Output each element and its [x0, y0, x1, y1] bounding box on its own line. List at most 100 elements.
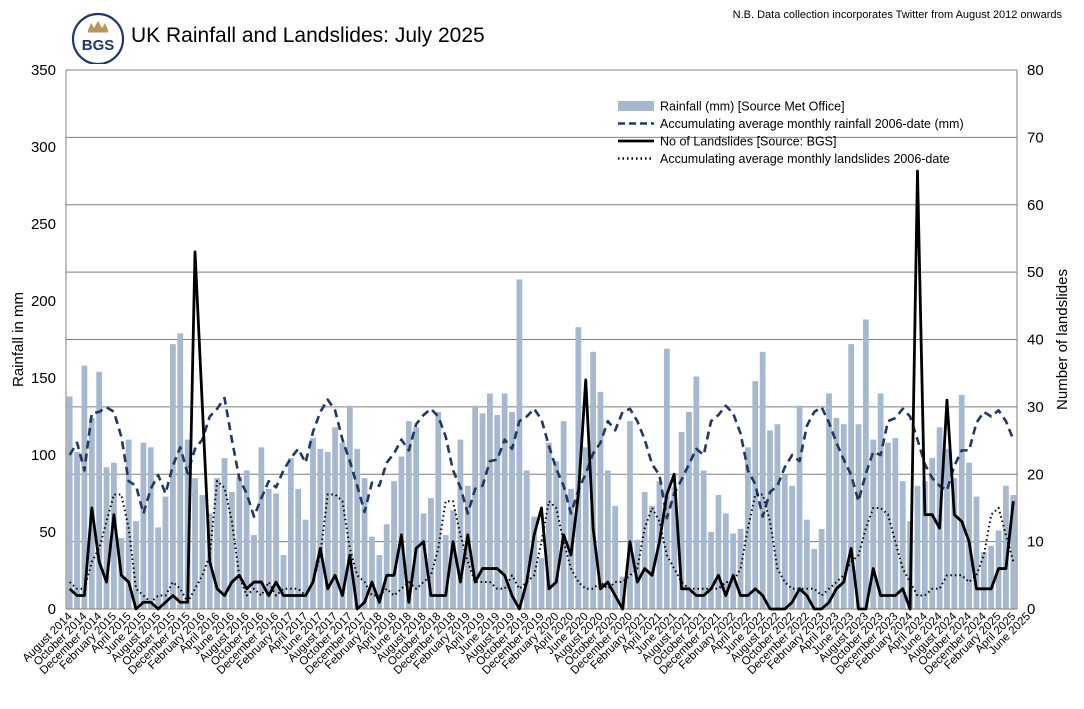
rainfall-bar [531, 516, 538, 609]
rainfall-bar [885, 442, 891, 609]
legend-label: Accumulating average monthly rainfall 20… [660, 117, 964, 131]
rainfall-bar [1003, 485, 1009, 609]
rainfall-bar [383, 524, 390, 609]
rainfall-bar [700, 470, 707, 609]
left-tick-label: 0 [48, 601, 56, 618]
rainfall-bar [789, 485, 796, 609]
rainfall-bar [892, 438, 899, 609]
rainfall-bar [147, 447, 154, 609]
rainfall-bar [354, 448, 361, 609]
rainfall-bar [619, 576, 626, 609]
rainfall-bar [162, 496, 169, 609]
data-note: N.B. Data collection incorporates Twitte… [732, 9, 1062, 21]
rainfall-bar [405, 421, 412, 609]
rainfall-bar [457, 439, 464, 609]
rainfall-bar [236, 476, 243, 609]
rainfall-bar [501, 393, 508, 609]
rainfall-bar [287, 458, 294, 609]
legend-label: No of Landslides [Source: BGS] [660, 135, 836, 149]
rainfall-bar [848, 344, 855, 609]
rainfall-bar [914, 485, 921, 609]
rainfall-bar [553, 461, 560, 609]
rainfall-bar [855, 424, 862, 609]
rainfall-bar [833, 418, 840, 609]
rainfall-bar [693, 376, 700, 609]
rainfall-bar [81, 365, 88, 609]
right-tick-label: 70 [1027, 129, 1044, 146]
rainfall-bar [243, 470, 250, 609]
bgs-logo: BGS [70, 12, 128, 66]
rainfall-bar [715, 495, 722, 609]
rainfall-bar [192, 478, 198, 609]
rainfall-bar [523, 470, 530, 609]
rainfall-bar [988, 545, 995, 609]
rainfall-bar [155, 527, 162, 609]
rainfall-bar [862, 319, 869, 609]
left-tick-label: 50 [39, 524, 56, 541]
rainfall-bar [649, 505, 655, 609]
left-tick-label: 100 [31, 447, 56, 464]
rainfall-bar [840, 424, 847, 609]
rainfall-bar [310, 438, 316, 609]
rainfall-bar [663, 348, 670, 609]
legend: Rainfall (mm) [Source Met Office] Accumul… [618, 100, 964, 166]
rainfall-bar [339, 442, 346, 609]
chart-title: UK Rainfall and Landslides: July 2025 [131, 24, 485, 47]
rainfall-bar [479, 413, 486, 609]
rainfall-bar [944, 448, 950, 609]
left-tick-label: 250 [31, 216, 56, 233]
rainfall-bar [251, 535, 257, 609]
rainfall-bar [258, 447, 265, 609]
rainfall-bar [730, 533, 737, 609]
rainfall-bar [184, 439, 191, 609]
rainfall-bar [929, 458, 936, 609]
rainfall-bar [966, 462, 972, 609]
rainfall-bar [420, 513, 427, 609]
rainfall-bar [877, 393, 884, 609]
rainfall-bar [612, 505, 619, 609]
rainfall-bar [752, 381, 759, 609]
rainfall-bar [722, 513, 729, 609]
rainfall-bar [958, 394, 965, 609]
rainfall-bar [737, 528, 744, 609]
rainfall-bar [324, 451, 331, 609]
left-tick-label: 200 [31, 293, 56, 310]
right-tick-label: 50 [1027, 264, 1044, 281]
rainfall-bar [597, 391, 604, 609]
y-axis-title: Rainfall in mm [10, 292, 27, 387]
rainfall-bar [781, 475, 788, 609]
landslides-line [68, 169, 1015, 611]
right-tick-label: 40 [1027, 332, 1044, 349]
rainfall-bar [545, 442, 552, 609]
rainfall-bar [295, 488, 302, 609]
rainfall-bar [973, 496, 980, 609]
rainfall-bar [509, 411, 515, 609]
rainfall-bar [804, 519, 810, 609]
rainfall-bar [398, 456, 405, 609]
rainfall-bar [228, 491, 235, 609]
rainfall-bar [273, 493, 279, 609]
rainfall-bar [74, 451, 80, 609]
rainfall-bar [133, 521, 139, 609]
left-tick-label: 350 [31, 62, 56, 79]
logo-text: BGS [82, 37, 115, 54]
rainfall-bar [103, 467, 110, 609]
rainfall-bar [671, 487, 678, 609]
rainfall-bar [428, 498, 434, 609]
rainfall-average-line [68, 396, 1015, 520]
rainfall-bar [435, 411, 442, 609]
rainfall-bar [450, 510, 456, 609]
rainfall-bar [376, 555, 383, 609]
rainfall-bar [332, 427, 338, 609]
rainfall-bar [177, 333, 184, 609]
landslides-average-line [69, 479, 1015, 604]
rainfall-bar [66, 396, 73, 609]
rainfall-bar [826, 393, 832, 609]
rainfall-bar [472, 405, 479, 609]
rainfall-bar [265, 488, 272, 609]
rainfall-bar [346, 405, 353, 609]
rainfall-bar [391, 481, 397, 609]
rainfall-bar [317, 448, 324, 609]
rainfall-bar [811, 548, 818, 609]
